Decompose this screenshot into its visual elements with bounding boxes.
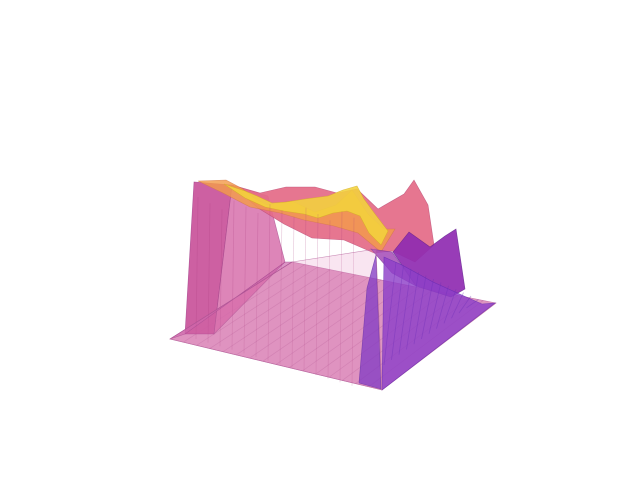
front-curtain-stripe bbox=[279, 210, 283, 365]
ridge-yellow-highlight bbox=[223, 183, 389, 246]
right-curtain-plane bbox=[381, 256, 496, 391]
floor-gridline bbox=[236, 274, 356, 356]
front-curtain-stripe bbox=[303, 207, 307, 372]
front-curtain-stripe bbox=[327, 220, 331, 379]
front-curtain-stripe bbox=[219, 209, 223, 347]
floor-gridline bbox=[222, 271, 344, 353]
surface-root bbox=[169, 179, 497, 391]
front-curtain-stripe bbox=[339, 211, 343, 383]
floor-gridline bbox=[262, 279, 382, 362]
right-curtain-stripe bbox=[383, 261, 397, 366]
right-curtain-stripe bbox=[421, 278, 434, 340]
right-curtain-stripe bbox=[413, 275, 427, 345]
right-curtain-stripe bbox=[443, 289, 457, 324]
front-curtain-stripe bbox=[195, 196, 199, 340]
floor-gridline bbox=[209, 269, 331, 349]
front-curtain-stripe bbox=[255, 212, 259, 358]
front-curtain-stripe bbox=[291, 216, 295, 368]
floor-gridline bbox=[249, 277, 369, 359]
floor-gridline bbox=[196, 266, 318, 346]
front-curtain-stripe bbox=[207, 203, 211, 343]
right-curtain-stripe bbox=[436, 285, 449, 329]
right-curtain-stripe bbox=[451, 292, 464, 319]
front-curtain-stripe bbox=[351, 217, 355, 386]
front-curtain-stripe bbox=[315, 213, 319, 376]
front-curtain-stripe bbox=[243, 206, 247, 354]
right-curtain-stripe bbox=[458, 295, 472, 314]
front-translucent-curtain bbox=[169, 248, 383, 391]
right-curtain-stripe bbox=[398, 268, 412, 355]
front-curtain-stripe bbox=[267, 204, 271, 361]
right-curtain-stripe bbox=[406, 272, 419, 350]
right-curtain-stripe bbox=[428, 282, 442, 334]
right-curtain-stripe bbox=[466, 299, 479, 309]
front-curtain-stripe bbox=[231, 200, 235, 350]
right-curtain-stripe bbox=[391, 265, 404, 360]
